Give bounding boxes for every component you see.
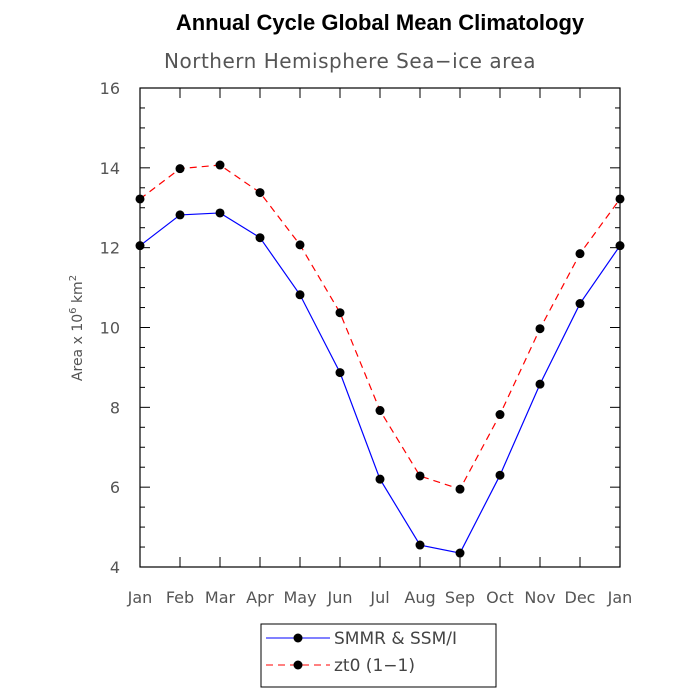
series-1-point	[535, 324, 545, 334]
x-tick-label: Apr	[246, 588, 274, 607]
x-tick-label: Sep	[445, 588, 475, 607]
series-1-point	[495, 410, 505, 420]
x-tick-label: Aug	[404, 588, 435, 607]
y-tick-label: 12	[100, 239, 120, 258]
series-1-point	[335, 308, 345, 318]
legend-marker-zt0	[293, 660, 303, 670]
series-0-point	[255, 233, 265, 243]
series-1-point	[215, 160, 225, 170]
y-axis-label-exp: 6	[68, 307, 79, 313]
y-tick-label: 8	[110, 398, 120, 417]
series-1-point	[455, 484, 465, 494]
series-1-point	[575, 249, 585, 259]
x-tick-label: Jan	[127, 588, 153, 607]
series-0-point	[295, 290, 305, 300]
series-layer	[135, 160, 625, 558]
x-axis: Jan Feb Mar Apr May Jun Jul Aug Sep Oct Nov Dec Jan	[127, 88, 633, 607]
plot-border	[139, 87, 621, 568]
series-1-point	[135, 194, 145, 204]
series-line-0	[139, 212, 621, 554]
x-tick-label: Mar	[205, 588, 236, 607]
series-0-point	[535, 379, 545, 389]
legend-box	[260, 623, 497, 688]
series-1-point	[255, 188, 265, 198]
plot-area	[139, 87, 621, 568]
series-0-point	[575, 299, 585, 309]
chart-title: Annual Cycle Global Mean Climatology	[176, 10, 585, 35]
series-1-point	[295, 240, 305, 250]
series-1-point	[615, 194, 625, 204]
series-0-point	[215, 208, 225, 218]
y-axis: 4 6 8 10 12 14 16	[100, 79, 620, 577]
x-tick-label: Dec	[565, 588, 596, 607]
legend-label-smmr: SMMR & SSM/I	[334, 629, 457, 649]
y-axis-label: Area x 106 km2	[68, 275, 86, 381]
chart-subtitle: Northern Hemisphere Sea−ice area	[164, 49, 536, 73]
y-axis-label-unit-exp: 2	[68, 275, 79, 281]
series-0-point	[615, 241, 625, 251]
x-tick-label: Feb	[166, 588, 194, 607]
series-1-point	[375, 406, 385, 416]
series-1-point	[415, 471, 425, 481]
x-tick-label: Jun	[327, 588, 353, 607]
x-tick-label: Jan	[607, 588, 633, 607]
series-0-point	[335, 368, 345, 378]
y-tick-label: 4	[110, 558, 120, 577]
series-0-point	[135, 241, 145, 251]
series-1-point	[175, 164, 185, 174]
series-0-point	[175, 210, 185, 220]
series-0-point	[415, 540, 425, 550]
series-0-point	[495, 470, 505, 480]
y-axis-label-main: Area x 10	[70, 314, 86, 381]
series-0-point	[455, 548, 465, 558]
y-axis-label-unit: km	[70, 281, 86, 307]
legend-label-zt0: zt0 (1−1)	[334, 656, 415, 676]
y-tick-label: 16	[100, 79, 120, 98]
legend-marker-smmr	[293, 633, 303, 643]
x-tick-label: May	[283, 588, 316, 607]
y-tick-label: 10	[100, 319, 120, 338]
x-tick-label: Nov	[524, 588, 555, 607]
x-tick-label: Jul	[369, 588, 389, 607]
legend: SMMR & SSM/I zt0 (1−1)	[260, 623, 497, 688]
y-tick-label: 14	[100, 159, 120, 178]
x-tick-label: Oct	[486, 588, 514, 607]
series-0-point	[375, 474, 385, 484]
y-tick-label: 6	[110, 478, 120, 497]
